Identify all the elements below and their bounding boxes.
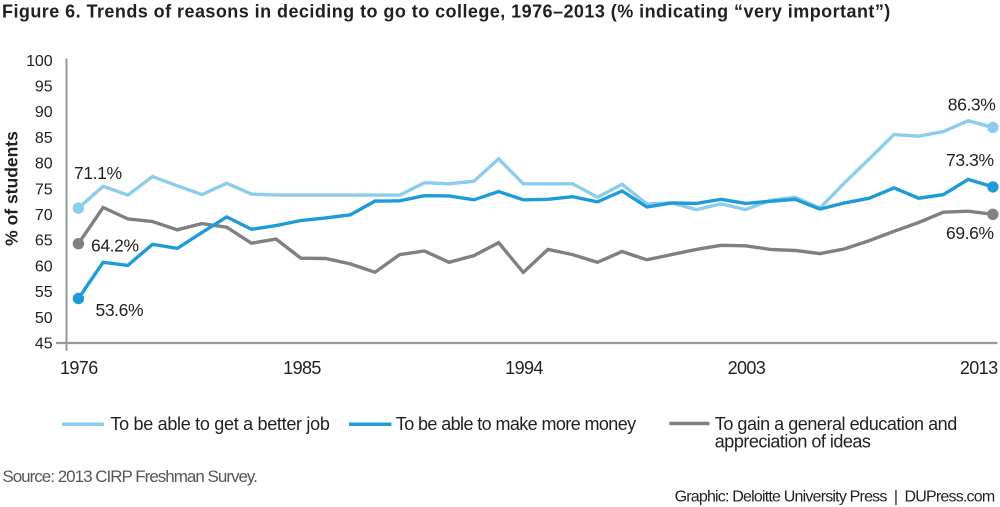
svg-text:90: 90 <box>35 104 53 121</box>
svg-text:70: 70 <box>35 207 53 224</box>
svg-text:To be able to make more money: To be able to make more money <box>396 414 636 434</box>
svg-text:50: 50 <box>35 310 53 327</box>
svg-text:1994: 1994 <box>505 358 543 378</box>
svg-text:45: 45 <box>35 336 53 353</box>
svg-text:1976: 1976 <box>60 358 98 378</box>
svg-text:Figure 6. Trends of reasons in: Figure 6. Trends of reasons in deciding … <box>2 2 891 22</box>
svg-text:appreciation of ideas: appreciation of ideas <box>715 431 871 451</box>
svg-text:2003: 2003 <box>728 358 766 378</box>
svg-text:Source: 2013 CIRP Freshman Sur: Source: 2013 CIRP Freshman Survey. <box>2 467 257 486</box>
svg-text:65: 65 <box>35 233 53 250</box>
svg-text:85: 85 <box>35 130 53 147</box>
svg-text:95: 95 <box>35 79 53 96</box>
svg-text:53.6%: 53.6% <box>96 300 144 320</box>
svg-text:55: 55 <box>35 284 53 301</box>
svg-text:To be able to get a better job: To be able to get a better job <box>110 414 329 434</box>
svg-text:1985: 1985 <box>283 358 321 378</box>
svg-text:% of students: % of students <box>2 131 22 246</box>
svg-text:64.2%: 64.2% <box>91 236 139 256</box>
svg-text:80: 80 <box>35 156 53 173</box>
svg-text:To gain a general education an: To gain a general education and <box>715 414 957 434</box>
svg-text:60: 60 <box>35 259 53 276</box>
svg-text:69.6%: 69.6% <box>946 223 994 243</box>
svg-text:2013: 2013 <box>960 358 998 378</box>
svg-text:73.3%: 73.3% <box>946 150 994 170</box>
svg-text:75: 75 <box>35 181 53 198</box>
svg-text:86.3%: 86.3% <box>948 95 996 115</box>
svg-text:100: 100 <box>26 53 53 70</box>
svg-text:Graphic: Deloitte University P: Graphic: Deloitte University Press | DUP… <box>675 489 995 506</box>
svg-text:71.1%: 71.1% <box>74 163 122 183</box>
